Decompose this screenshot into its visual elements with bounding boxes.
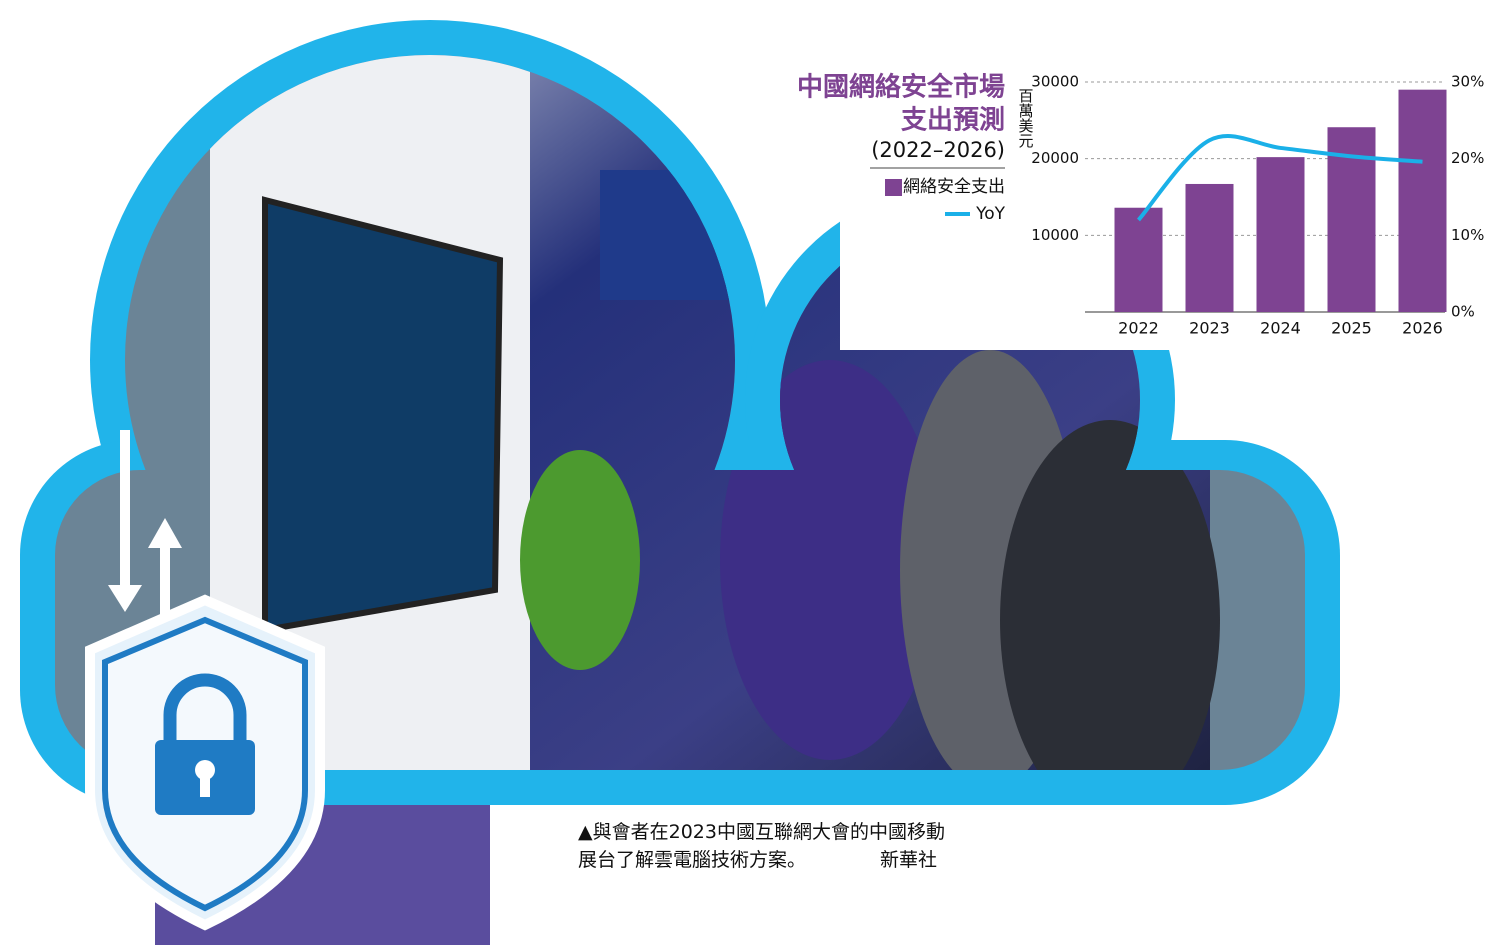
caption: ▲與會者在2023中國互聯網大會的中國移動展台了解雲電腦技術方案。: [578, 821, 945, 871]
lock-shackle: [163, 673, 247, 740]
y2-tick-label: 0%: [1451, 303, 1475, 321]
bar: [1398, 89, 1447, 313]
y-tick-label: 10000: [1031, 226, 1079, 244]
chart-title: 中國網絡安全市場: [797, 72, 1005, 103]
y2-tick-label: 30%: [1451, 73, 1484, 91]
chart-title-line2: 支出預測: [901, 106, 1005, 136]
x-tick-label: 2023: [1189, 319, 1230, 338]
line: [1136, 134, 1423, 222]
caption-credit: 新華社: [880, 849, 938, 871]
chart-subtitle: (2022–2026): [871, 138, 1005, 162]
y-tick-label: 30000: [1031, 73, 1079, 91]
bar: [1256, 157, 1305, 312]
keyhole-slot: [200, 772, 210, 797]
y-axis-label: 百萬美元: [1017, 88, 1035, 149]
bar: [1185, 183, 1234, 312]
x-tick-label: 2026: [1402, 319, 1443, 338]
legend-swatch: [885, 179, 902, 196]
y-tick-label: 20000: [1031, 149, 1079, 167]
x-tick-label: 2024: [1260, 319, 1301, 338]
legend-label: 網絡安全支出: [903, 177, 1005, 197]
legend-label: YoY: [975, 204, 1006, 224]
x-tick-label: 2025: [1331, 319, 1372, 338]
arrows: [108, 430, 182, 620]
x-tick-label: 2022: [1118, 319, 1159, 338]
bar: [1114, 207, 1163, 312]
y2-tick-label: 10%: [1451, 226, 1484, 244]
y2-tick-label: 20%: [1451, 149, 1484, 167]
